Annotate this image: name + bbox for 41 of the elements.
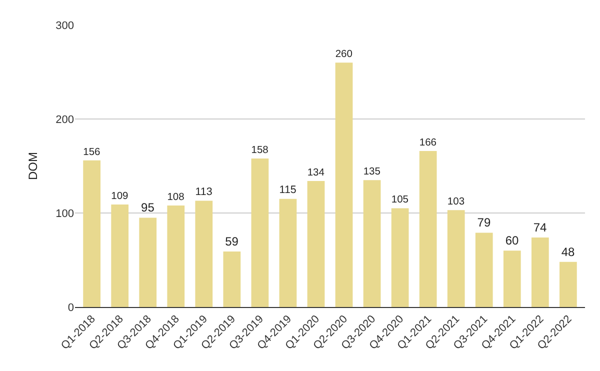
data-label: 103 <box>447 196 465 208</box>
bar <box>167 205 185 307</box>
y-axis-title: DOM <box>26 152 40 180</box>
data-label: 79 <box>477 216 491 230</box>
data-label: 158 <box>251 144 269 156</box>
bar <box>531 237 549 307</box>
data-label: 109 <box>111 190 129 202</box>
y-tick-label: 300 <box>56 20 74 32</box>
data-label: 108 <box>167 192 185 203</box>
data-label: 74 <box>533 220 547 234</box>
data-label: 135 <box>363 166 381 178</box>
data-label: 134 <box>307 167 325 178</box>
bar <box>560 262 577 307</box>
bar <box>391 208 409 307</box>
bar <box>83 160 100 307</box>
bar <box>279 198 297 307</box>
bar <box>363 180 381 307</box>
data-label: 48 <box>561 244 576 259</box>
y-tick-label: 100 <box>56 208 74 220</box>
bar <box>335 62 353 307</box>
y-tick-label: 200 <box>56 114 74 126</box>
data-label: 60 <box>505 234 519 248</box>
bar <box>475 232 493 307</box>
data-label: 115 <box>279 184 296 196</box>
data-label: 95 <box>141 200 155 215</box>
bar <box>447 210 465 307</box>
bar <box>307 181 325 307</box>
bar <box>503 250 521 307</box>
data-label: 59 <box>225 234 239 249</box>
data-label: 166 <box>419 137 437 148</box>
y-tick-label: 0 <box>68 302 74 314</box>
bar <box>111 204 129 307</box>
bar <box>223 252 241 307</box>
bar <box>419 150 437 307</box>
bar <box>139 218 157 307</box>
data-label: 105 <box>391 194 409 206</box>
data-label: 113 <box>195 186 212 198</box>
data-label: 156 <box>83 146 101 158</box>
bar <box>195 200 213 307</box>
data-label: 260 <box>335 49 353 60</box>
bar <box>251 158 269 307</box>
